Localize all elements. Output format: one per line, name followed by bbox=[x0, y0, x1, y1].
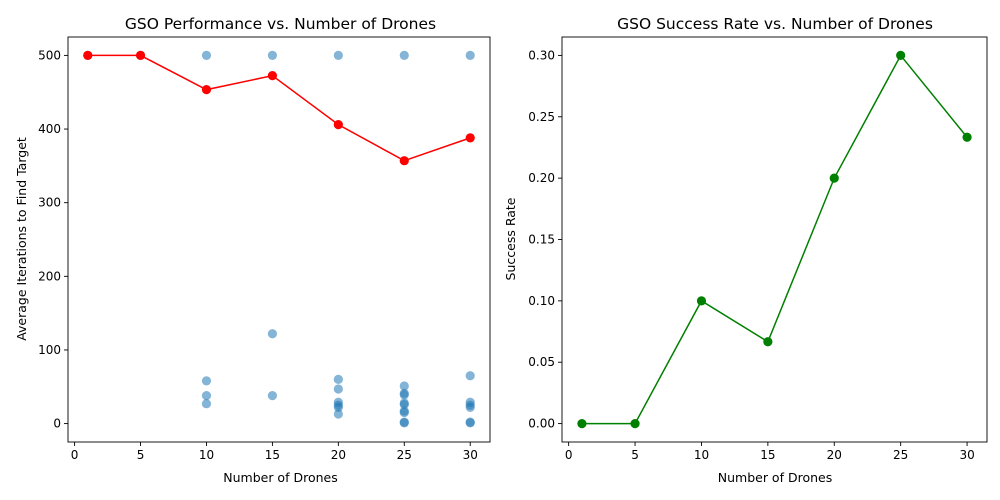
scatter-point bbox=[267, 50, 278, 61]
scatter-point bbox=[201, 50, 212, 61]
x-tick-label: 20 bbox=[827, 448, 842, 462]
x-tick-label: 0 bbox=[565, 448, 573, 462]
scatter-point bbox=[399, 407, 409, 418]
x-tick-label: 15 bbox=[265, 448, 280, 462]
line-marker bbox=[577, 418, 587, 429]
y-tick-label: 300 bbox=[38, 196, 61, 210]
scatter-point bbox=[201, 376, 212, 386]
y-tick-label: 0.10 bbox=[528, 294, 555, 308]
line-marker bbox=[333, 120, 343, 130]
y-tick-label: 0.30 bbox=[528, 48, 555, 62]
scatter-point bbox=[333, 374, 343, 385]
plot-frame bbox=[561, 36, 988, 443]
scatter-point bbox=[267, 391, 278, 401]
scatter-point bbox=[267, 329, 278, 339]
y-axis-label: Average Iterations to Find Target bbox=[14, 137, 29, 341]
plot-frame bbox=[67, 36, 491, 443]
y-tick-label: 0.20 bbox=[528, 171, 555, 185]
scatter-point bbox=[465, 50, 475, 61]
y-tick-label: 0.15 bbox=[528, 233, 555, 247]
x-tick-label: 5 bbox=[137, 448, 145, 462]
scatter-point bbox=[333, 409, 343, 419]
scatter-point bbox=[399, 418, 409, 428]
chart-title: GSO Performance vs. Number of Drones bbox=[125, 15, 436, 33]
scatter-point bbox=[465, 371, 475, 381]
line-marker bbox=[465, 133, 475, 143]
line-marker bbox=[962, 132, 972, 142]
performance-chart: GSO Performance vs. Number of Drones Num… bbox=[14, 15, 491, 485]
y-tick-label: 400 bbox=[38, 122, 61, 136]
y-tick-label: 0.05 bbox=[528, 355, 555, 369]
x-axis-label: Number of Drones bbox=[718, 470, 832, 485]
x-tick-label: 20 bbox=[331, 448, 346, 462]
x-tick-label: 10 bbox=[694, 448, 709, 462]
y-axis-label: Success Rate bbox=[503, 197, 518, 280]
chart-title: GSO Success Rate vs. Number of Drones bbox=[617, 15, 933, 33]
scatter-point bbox=[399, 399, 409, 410]
scatter-point bbox=[399, 50, 409, 61]
x-tick-label: 5 bbox=[631, 448, 639, 462]
line-marker bbox=[896, 50, 906, 61]
series-line bbox=[581, 54, 968, 425]
x-tick-label: 30 bbox=[463, 448, 478, 462]
scatter-point bbox=[201, 391, 212, 401]
line-marker bbox=[135, 50, 146, 61]
y-tick-label: 100 bbox=[38, 343, 61, 357]
line-marker bbox=[696, 296, 707, 306]
y-tick-label: 200 bbox=[38, 269, 61, 283]
x-tick-label: 30 bbox=[959, 448, 974, 462]
scatter-point bbox=[333, 384, 343, 394]
line-marker bbox=[829, 173, 839, 183]
line-marker bbox=[763, 337, 773, 347]
y-tick-label: 0.25 bbox=[528, 110, 555, 124]
x-tick-label: 10 bbox=[199, 448, 214, 462]
y-tick-label: 0.00 bbox=[528, 417, 555, 431]
scatter-point bbox=[399, 390, 409, 400]
x-tick-label: 15 bbox=[760, 448, 775, 462]
success-rate-chart: GSO Success Rate vs. Number of Drones Nu… bbox=[503, 15, 988, 485]
scatter-point bbox=[465, 402, 475, 412]
scatter-point bbox=[201, 399, 212, 409]
scatter-point bbox=[333, 50, 343, 61]
y-tick-label: 0 bbox=[53, 417, 61, 431]
x-tick-label: 25 bbox=[893, 448, 908, 462]
x-tick-label: 0 bbox=[71, 448, 79, 462]
x-tick-label: 25 bbox=[397, 448, 412, 462]
series-line bbox=[87, 54, 471, 162]
x-axis-label: Number of Drones bbox=[223, 470, 337, 485]
line-marker bbox=[399, 156, 409, 166]
scatter-point bbox=[399, 381, 409, 391]
line-marker bbox=[201, 85, 212, 95]
line-marker bbox=[630, 418, 640, 429]
scatter-point bbox=[333, 402, 343, 412]
line-marker bbox=[83, 50, 93, 61]
y-tick-label: 500 bbox=[38, 48, 61, 62]
line-marker bbox=[267, 71, 278, 81]
scatter-point bbox=[465, 418, 475, 428]
